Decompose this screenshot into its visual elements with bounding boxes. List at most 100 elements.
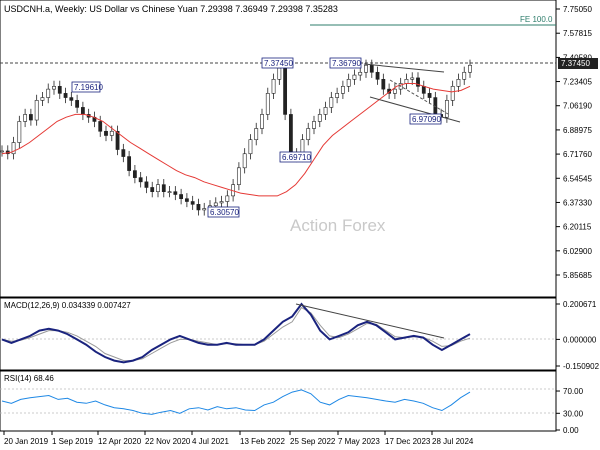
annotation-6-69710: 6.69710 <box>279 151 311 163</box>
candle-body <box>444 100 449 118</box>
candle-body <box>277 67 282 80</box>
annotation-box <box>261 57 294 69</box>
candle-body <box>375 71 380 80</box>
candle-body <box>98 121 103 132</box>
candle-body <box>358 71 363 76</box>
x-tick-label: 20 Jan 2019 <box>4 437 49 446</box>
y-tick-label: 7.23405 <box>563 78 592 87</box>
macd-title: MACD(12,26,9) 0.034339 0.007427 <box>4 301 131 310</box>
candle-body <box>323 107 328 115</box>
x-tick-label: 1 Sep 2019 <box>52 437 93 446</box>
annotation-label: 6.30570 <box>210 208 239 217</box>
candle-body <box>392 88 397 94</box>
candle-body <box>340 86 345 94</box>
candle-body <box>34 100 39 121</box>
candle-body <box>427 93 432 98</box>
y-tick-label: 6.37330 <box>563 198 592 207</box>
candle-body <box>184 198 189 202</box>
chart-title: USDCNH.a, Weekly: US Dollar vs Chinese Y… <box>4 4 338 14</box>
annotation-box <box>71 81 101 93</box>
main-price-panel: Action Forex USDCNH.a, Weekly: US Dollar… <box>0 0 598 298</box>
candle-body <box>167 191 172 193</box>
x-tick-label: 7 May 2023 <box>338 437 380 446</box>
y-tick-label: 6.54545 <box>563 174 592 183</box>
candle-body <box>219 201 224 204</box>
candle-body <box>329 97 334 108</box>
candle-body <box>63 93 68 98</box>
y-tick-label: 6.02900 <box>563 247 592 256</box>
y-tick-label: 7.40580 <box>563 53 592 62</box>
candle-body <box>179 194 184 200</box>
macd-y-axis: 0.200671 0.000000 -0.150902 <box>556 300 600 371</box>
annotation-7-19610: 7.19610 <box>71 81 103 93</box>
candle-body <box>40 97 45 101</box>
annotation-6-97090: 6.97090 <box>409 113 442 125</box>
candle-body <box>173 191 178 195</box>
candle-body <box>121 149 126 157</box>
candle-body <box>115 130 120 150</box>
candle-body <box>138 177 143 183</box>
rsi-line <box>1 389 471 415</box>
y-tick-label: 0.200671 <box>563 300 597 309</box>
fe-label: FE 100.0 <box>520 15 553 24</box>
candle-body <box>213 202 218 207</box>
macd-panel-frame <box>0 297 557 371</box>
annotation-box <box>409 113 442 125</box>
candle-body <box>312 121 316 129</box>
candle-body <box>416 77 420 87</box>
candle-body <box>127 156 132 171</box>
annotation-label: 7.19610 <box>74 83 103 92</box>
candle-body <box>254 128 259 141</box>
candle-body <box>462 71 467 80</box>
candle-body <box>161 184 166 192</box>
annotation-label: 7.37450 <box>264 59 293 68</box>
current-price-label: 7.37450 <box>561 59 590 68</box>
candle-body <box>421 86 426 94</box>
candle-body <box>190 201 195 205</box>
candle-body <box>0 150 4 153</box>
candle-body <box>75 100 80 108</box>
candle-body <box>265 93 270 115</box>
x-tick-label: 17 Dec 2023 <box>385 437 431 446</box>
macd-line <box>1 302 471 364</box>
y-tick-label: -0.150902 <box>563 362 600 371</box>
y-tick-label: 6.71760 <box>563 150 592 159</box>
candle-body <box>369 64 374 73</box>
candle-body <box>288 114 293 155</box>
candle-body <box>52 86 56 90</box>
candle-body <box>352 74 357 80</box>
current-price-badge <box>558 58 598 69</box>
candle-body <box>242 153 247 169</box>
x-tick-label: 12 Apr 2020 <box>98 437 142 446</box>
x-tick-label: 4 Jul 2021 <box>192 437 229 446</box>
lower-trendline <box>369 96 461 123</box>
macd-trendline <box>295 303 445 339</box>
candle-body <box>364 64 368 73</box>
y-tick-label: 7.75050 <box>563 5 592 14</box>
candle-body <box>248 139 253 155</box>
candle-body <box>283 67 288 115</box>
candle-body <box>104 130 108 136</box>
x-tick-label: 28 Jul 2024 <box>432 437 474 446</box>
candle-body <box>335 93 340 98</box>
y-tick-label: 7.57815 <box>563 29 592 38</box>
candle-body <box>23 114 28 122</box>
candle-body <box>456 79 461 87</box>
candle-body <box>306 128 311 141</box>
candle-body <box>17 121 22 143</box>
x-tick-label: 25 Sep 2022 <box>290 437 336 446</box>
y-tick-label: 6.20115 <box>563 223 592 232</box>
annotation-7-37450: 7.37450 <box>261 57 294 69</box>
candle-body <box>80 107 85 115</box>
y-tick-label: 0.000000 <box>563 335 597 344</box>
annotation-label: 6.97090 <box>412 115 441 124</box>
candle-body <box>236 167 241 185</box>
annotation-6-30570: 6.30570 <box>207 206 239 218</box>
annotation-label: 7.36790 <box>332 59 361 68</box>
candle-body <box>109 130 114 136</box>
macd-panel: MACD(12,26,9) 0.034339 0.007427 0.200671… <box>0 297 600 371</box>
candle-body <box>144 181 149 188</box>
candle-body <box>381 79 386 90</box>
candle-body <box>11 142 16 155</box>
